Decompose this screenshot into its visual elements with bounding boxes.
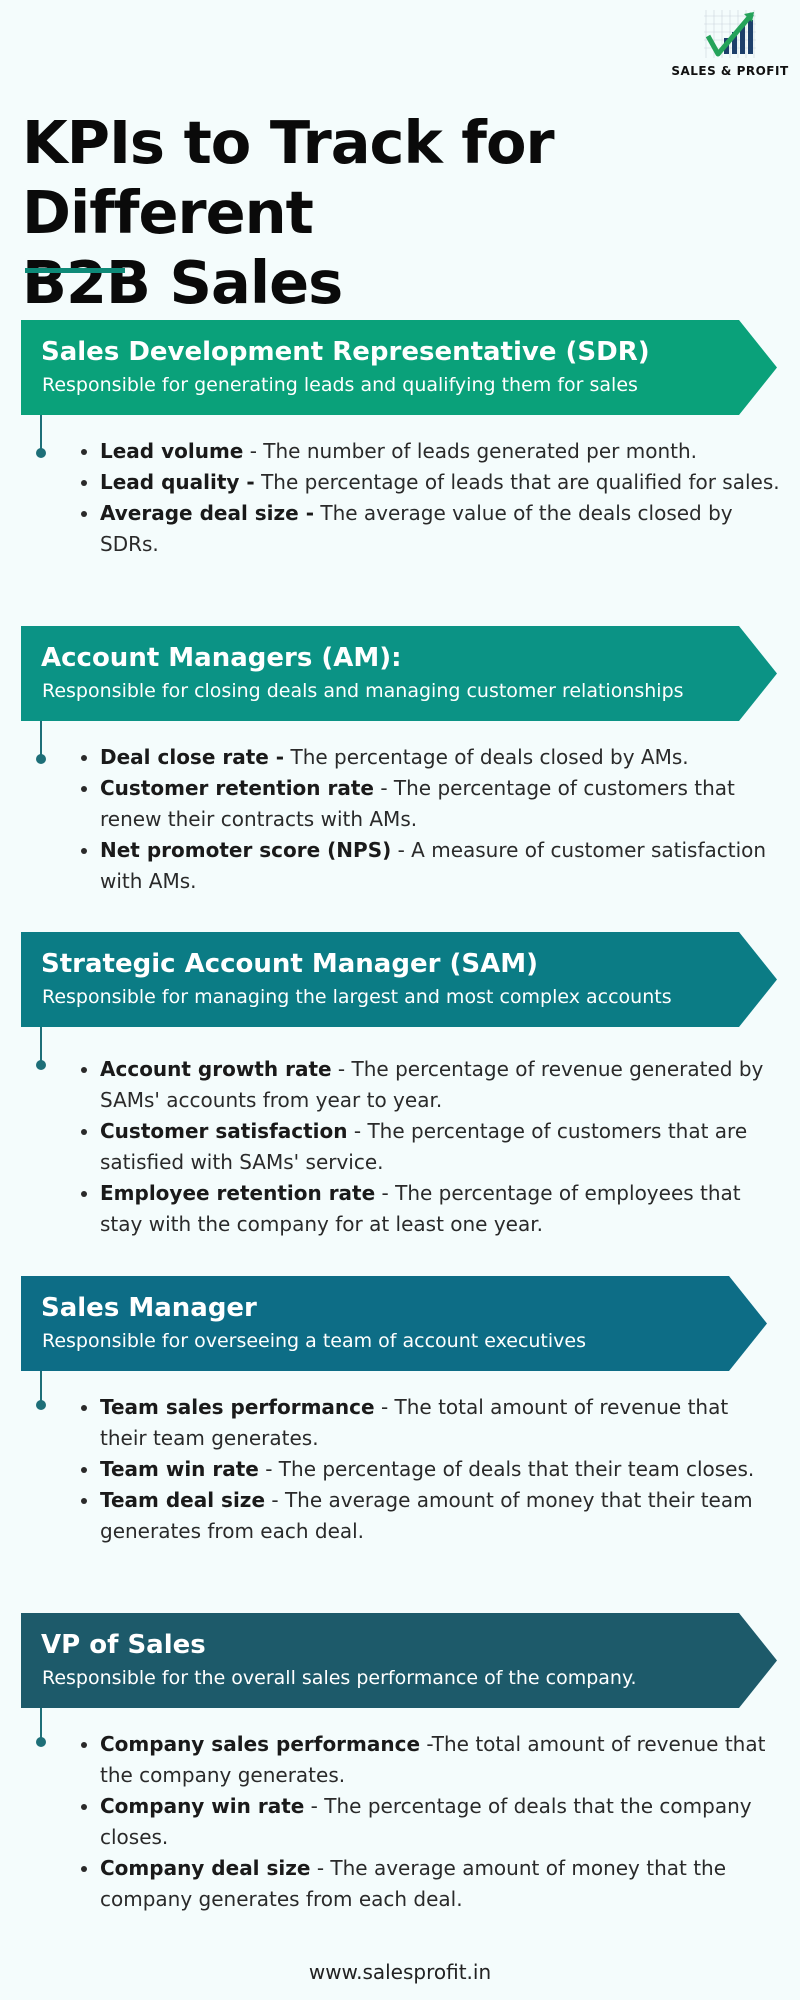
kpi-description: - The percentage of deals that their tea… xyxy=(258,1457,755,1481)
connector-dot xyxy=(36,754,46,764)
kpi-description: - The percentage of revenue generated by… xyxy=(100,1057,764,1112)
connector-line xyxy=(40,1371,42,1405)
connector-dot xyxy=(36,1060,46,1070)
kpi-list: Account growth rate - The percentage of … xyxy=(68,1054,780,1240)
role-title: Sales Manager xyxy=(41,1293,257,1323)
kpi-name: Lead volume xyxy=(100,439,244,463)
kpi-item: Team deal size - The average amount of m… xyxy=(100,1485,780,1547)
kpi-list: Deal close rate - The percentage of deal… xyxy=(68,742,780,897)
connector-line xyxy=(40,1027,42,1065)
kpi-description: - The average amount of money that the c… xyxy=(100,1856,727,1911)
footer-url[interactable]: www.salesprofit.in xyxy=(308,1960,492,1984)
role-description: Responsible for overseeing a team of acc… xyxy=(42,1330,586,1352)
role-banner: Account Managers (AM): Responsible for c… xyxy=(21,626,777,721)
kpi-item: Average deal size - The average value of… xyxy=(100,498,780,560)
kpi-name: Customer satisfaction xyxy=(100,1119,348,1143)
kpi-item: Team sales performance - The total amoun… xyxy=(100,1392,780,1454)
kpi-name: Deal close rate - xyxy=(100,745,285,769)
role-banner: Strategic Account Manager (SAM) Responsi… xyxy=(21,932,777,1027)
kpi-description: - A measure of customer satisfaction wit… xyxy=(100,838,767,893)
kpi-item: Company deal size - The average amount o… xyxy=(100,1853,780,1915)
title-line-1: KPIs to Track for Different xyxy=(22,108,555,247)
kpi-description: - The average amount of money that their… xyxy=(100,1488,753,1543)
connector-line xyxy=(40,1708,42,1742)
role-title: Strategic Account Manager (SAM) xyxy=(41,949,538,979)
kpi-item: Lead quality - The percentage of leads t… xyxy=(100,467,780,498)
kpi-description: -The total amount of revenue that the co… xyxy=(100,1732,766,1787)
kpi-name: Team win rate xyxy=(100,1457,259,1481)
kpi-item: Lead volume - The number of leads genera… xyxy=(100,436,780,467)
chart-growth-check-icon xyxy=(704,10,756,58)
connector-dot xyxy=(36,1400,46,1410)
role-banner: Sales Manager Responsible for overseeing… xyxy=(21,1276,767,1371)
kpi-list: Company sales performance -The total amo… xyxy=(68,1729,780,1915)
kpi-description: - The percentage of employees that stay … xyxy=(100,1181,741,1236)
role-description: Responsible for managing the largest and… xyxy=(42,986,672,1008)
kpi-description: The percentage of deals closed by AMs. xyxy=(284,745,689,769)
kpi-description: - The total amount of revenue that their… xyxy=(100,1395,729,1450)
connector-line xyxy=(40,415,42,453)
kpi-name: Employee retention rate xyxy=(100,1181,376,1205)
role-title: Sales Development Representative (SDR) xyxy=(41,337,650,367)
kpi-name: Net promoter score (NPS) xyxy=(100,838,392,862)
role-banner: VP of Sales Responsible for the overall … xyxy=(21,1613,777,1708)
kpi-name: Company sales performance xyxy=(100,1732,421,1756)
brand-logo: SALES & PROFIT xyxy=(670,6,790,86)
kpi-name: Team sales performance xyxy=(100,1395,375,1419)
connector-line xyxy=(40,721,42,759)
kpi-description: - The percentage of customers that renew… xyxy=(100,776,735,831)
connector-dot xyxy=(36,448,46,458)
kpi-item: Company win rate - The percentage of dea… xyxy=(100,1791,780,1853)
kpi-name: Company win rate xyxy=(100,1794,305,1818)
kpi-name: Team deal size xyxy=(100,1488,266,1512)
kpi-item: Team win rate - The percentage of deals … xyxy=(100,1454,780,1485)
kpi-item: Customer retention rate - The percentage… xyxy=(100,773,780,835)
kpi-item: Account growth rate - The percentage of … xyxy=(100,1054,780,1116)
kpi-item: Employee retention rate - The percentage… xyxy=(100,1178,780,1240)
role-title: VP of Sales xyxy=(41,1630,206,1660)
kpi-description: The percentage of leads that are qualifi… xyxy=(254,470,780,494)
role-banner: Sales Development Representative (SDR) R… xyxy=(21,320,777,415)
role-description: Responsible for generating leads and qua… xyxy=(42,374,638,396)
kpi-name: Customer retention rate xyxy=(100,776,374,800)
role-description: Responsible for closing deals and managi… xyxy=(42,680,684,702)
brand-name: SALES & PROFIT xyxy=(671,64,789,78)
kpi-description: - The percentage of customers that are s… xyxy=(100,1119,748,1174)
kpi-name: Average deal size - xyxy=(100,501,314,525)
kpi-name: Lead quality - xyxy=(100,470,255,494)
kpi-description: - The percentage of deals that the compa… xyxy=(100,1794,752,1849)
kpi-item: Deal close rate - The percentage of deal… xyxy=(100,742,780,773)
kpi-name: Company deal size xyxy=(100,1856,311,1880)
role-title: Account Managers (AM): xyxy=(41,643,402,673)
role-description: Responsible for the overall sales perfor… xyxy=(42,1667,637,1689)
kpi-item: Customer satisfaction - The percentage o… xyxy=(100,1116,780,1178)
connector-dot xyxy=(36,1737,46,1747)
kpi-item: Company sales performance -The total amo… xyxy=(100,1729,780,1791)
kpi-list: Team sales performance - The total amoun… xyxy=(68,1392,780,1547)
kpi-item: Net promoter score (NPS) - A measure of … xyxy=(100,835,780,897)
kpi-list: Lead volume - The number of leads genera… xyxy=(68,436,780,560)
title-underline xyxy=(25,268,125,273)
kpi-name: Account growth rate xyxy=(100,1057,332,1081)
kpi-description: - The number of leads generated per mont… xyxy=(243,439,697,463)
kpi-description: The average value of the deals closed by… xyxy=(100,501,733,556)
